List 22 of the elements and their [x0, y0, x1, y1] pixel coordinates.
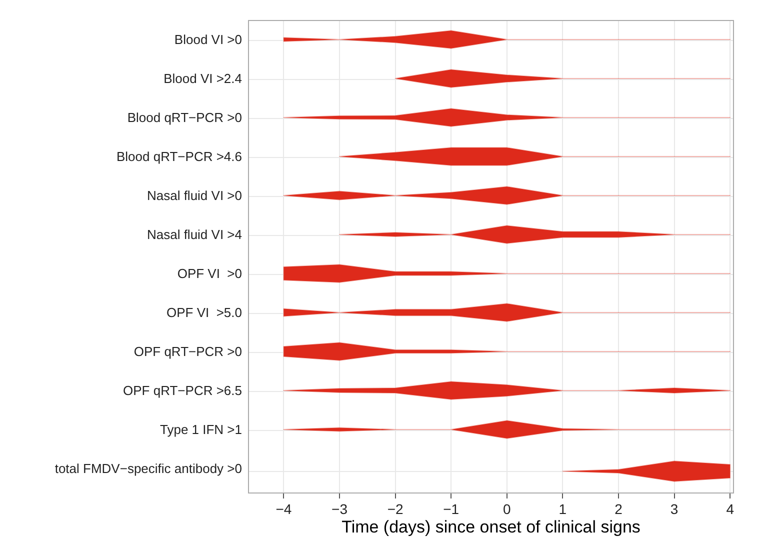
x-tick-label: −2	[387, 500, 404, 517]
x-tick-label: 2	[614, 500, 623, 517]
x-tick-label: 4	[726, 500, 734, 517]
x-axis-title: Time (days) since onset of clinical signs	[342, 517, 640, 536]
x-tick-label: 0	[503, 500, 512, 517]
y-axis-title: OPF VI >0	[176, 265, 243, 283]
y-axis-title: Blood qRT−PCR >0	[126, 109, 243, 127]
y-axis-title: OPF VI >5.0	[165, 304, 243, 322]
y-axis-title: Blood qRT−PCR >4.6	[116, 148, 243, 166]
x-tick-label: 3	[670, 500, 678, 517]
x-tick-label: −3	[332, 500, 348, 517]
y-axis-title: total FMDV−specific antibody >0	[54, 460, 243, 478]
y-axis-title: Nasal fluid VI >0	[146, 187, 243, 205]
y-axis-title: Blood VI >2.4	[162, 70, 243, 88]
y-axis-title: OPF qRT−PCR >6.5	[122, 382, 243, 400]
y-axis-title: Nasal fluid VI >4	[146, 226, 243, 244]
x-tick-label: 1	[558, 500, 567, 517]
x-tick-label: −4	[276, 500, 292, 517]
x-tick-label: −1	[443, 500, 460, 517]
y-axis-title: Blood VI >0	[173, 31, 243, 49]
y-axis-title: OPF qRT−PCR >0	[132, 343, 243, 361]
y-axis-title: Type 1 IFN >1	[158, 421, 243, 439]
